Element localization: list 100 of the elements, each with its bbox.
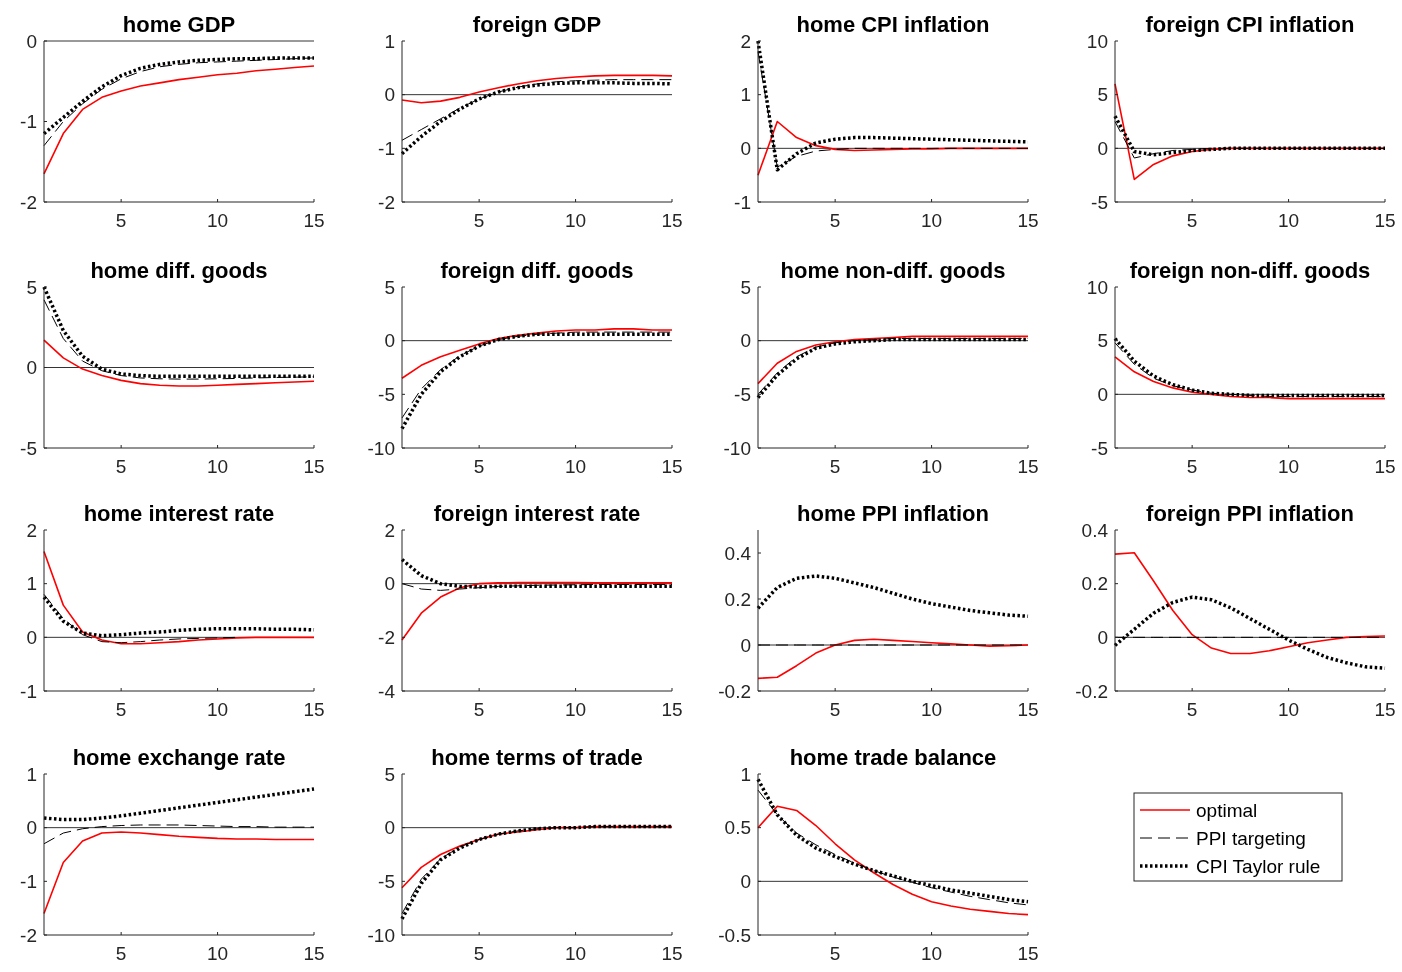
x-tick-label: 5 (473, 210, 485, 231)
y-tick-label: 0 (384, 817, 395, 839)
y-tick-label: 0 (1097, 137, 1108, 159)
y-tick-label: -5 (378, 383, 395, 405)
x-tick-label: 5 (115, 943, 127, 964)
legend-label: CPI Taylor rule (1196, 855, 1321, 877)
x-tick-label: 5 (115, 699, 127, 720)
chart-title: home GDP (122, 12, 236, 37)
chart-title: home trade balance (789, 745, 997, 770)
x-tick-label: 5 (473, 943, 485, 964)
y-tick-label: -2 (378, 626, 395, 648)
chart-title: home PPI inflation (797, 501, 989, 526)
x-tick-label: 5 (829, 699, 841, 720)
x-tick-label: 5 (1186, 210, 1198, 231)
y-tick-label: 1 (740, 84, 751, 106)
x-tick-label: 15 (303, 210, 325, 231)
y-tick-label: -5 (1091, 437, 1108, 459)
x-tick-label: 10 (1278, 456, 1300, 477)
y-tick-label: -0.2 (1075, 680, 1108, 702)
y-tick-label: 0 (1097, 626, 1108, 648)
x-tick-label: 5 (829, 943, 841, 964)
x-tick-label: 15 (1374, 699, 1396, 720)
y-tick-label: 2 (740, 30, 751, 52)
chart-title: foreign non-diff. goods (1129, 258, 1371, 283)
chart-title: foreign CPI inflation (1145, 12, 1355, 37)
y-tick-label: 1 (740, 763, 751, 785)
x-tick-label: 5 (473, 456, 485, 477)
chart-title: home terms of trade (431, 745, 643, 770)
y-tick-label: 10 (1086, 30, 1108, 52)
y-tick-label: -1 (20, 680, 37, 702)
y-tick-label: -2 (378, 191, 395, 213)
chart-title: home exchange rate (72, 745, 286, 770)
y-tick-label: -2 (20, 191, 37, 213)
chart-title: foreign PPI inflation (1146, 501, 1354, 526)
y-tick-label: 0.2 (724, 588, 751, 610)
y-tick-label: -10 (367, 924, 395, 946)
y-tick-label: 0.5 (724, 817, 751, 839)
y-tick-label: -5 (1091, 191, 1108, 213)
y-tick-label: -1 (20, 111, 37, 133)
y-tick-label: 0 (26, 626, 37, 648)
y-tick-label: 5 (1097, 84, 1108, 106)
x-tick-label: 10 (921, 943, 943, 964)
x-tick-label: 10 (207, 456, 229, 477)
y-tick-label: -5 (734, 383, 751, 405)
x-tick-label: 10 (207, 210, 229, 231)
x-tick-label: 15 (661, 456, 683, 477)
x-tick-label: 10 (921, 456, 943, 477)
y-tick-label: 0 (384, 573, 395, 595)
y-tick-label: 0.4 (724, 542, 752, 564)
y-tick-label: -1 (378, 137, 395, 159)
y-tick-label: -5 (20, 437, 37, 459)
y-tick-label: -10 (367, 437, 395, 459)
x-tick-label: 10 (565, 699, 587, 720)
y-tick-label: 0 (740, 870, 751, 892)
y-tick-label: 5 (384, 763, 395, 785)
chart-title: home interest rate (83, 501, 275, 526)
x-tick-label: 10 (921, 210, 943, 231)
legend-label: PPI targeting (1196, 827, 1306, 849)
x-tick-label: 15 (661, 210, 683, 231)
x-tick-label: 5 (829, 210, 841, 231)
y-tick-label: -5 (378, 870, 395, 892)
y-tick-label: 2 (26, 519, 37, 541)
y-tick-label: 1 (26, 763, 37, 785)
chart-title: foreign diff. goods (440, 258, 634, 283)
x-tick-label: 15 (1374, 456, 1396, 477)
x-tick-label: 10 (565, 456, 587, 477)
x-tick-label: 15 (1017, 699, 1039, 720)
y-tick-label: 5 (384, 276, 395, 298)
y-tick-label: 0 (26, 30, 37, 52)
x-tick-label: 15 (303, 456, 325, 477)
y-tick-label: 0 (1097, 383, 1108, 405)
x-tick-label: 5 (829, 456, 841, 477)
y-tick-label: 0 (740, 330, 751, 352)
y-tick-label: 0 (384, 330, 395, 352)
x-tick-label: 15 (1017, 943, 1039, 964)
y-tick-label: 0 (740, 137, 751, 159)
x-tick-label: 15 (1017, 456, 1039, 477)
x-tick-label: 15 (1374, 210, 1396, 231)
chart-title: home diff. goods (90, 258, 268, 283)
y-tick-label: 0.2 (1081, 573, 1108, 595)
y-tick-label: 0 (740, 634, 751, 656)
chart-title: home non-diff. goods (780, 258, 1006, 283)
y-tick-label: -1 (734, 191, 751, 213)
x-tick-label: 5 (1186, 456, 1198, 477)
y-tick-label: 1 (384, 30, 395, 52)
y-tick-label: -0.2 (718, 680, 751, 702)
y-tick-label: -1 (20, 870, 37, 892)
y-tick-label: 0 (26, 817, 37, 839)
chart-title: foreign GDP (472, 12, 602, 37)
x-tick-label: 10 (921, 699, 943, 720)
y-tick-label: 0 (384, 84, 395, 106)
y-tick-label: -0.5 (718, 924, 751, 946)
x-tick-label: 15 (661, 943, 683, 964)
x-tick-label: 15 (303, 943, 325, 964)
x-tick-label: 10 (207, 943, 229, 964)
y-tick-label: -4 (378, 680, 396, 702)
x-tick-label: 10 (565, 943, 587, 964)
x-tick-label: 5 (115, 456, 127, 477)
x-tick-label: 10 (1278, 210, 1300, 231)
y-tick-label: 5 (740, 276, 751, 298)
